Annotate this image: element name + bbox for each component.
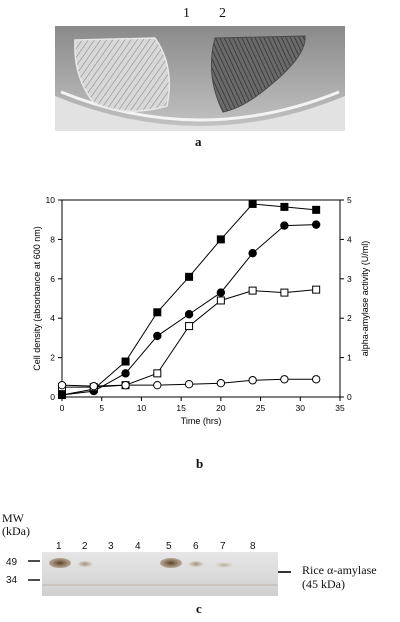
data-point: [280, 375, 289, 384]
y2-tick-label: 4: [347, 234, 352, 244]
agar-plate-photo: [55, 26, 345, 131]
growth-chart: 0 5 10 15 20 25 30 35 0 2 4 6 8 10 0 1 2 3 4 5 Time (hrs)…: [32, 195, 370, 426]
series-open-circle: [57, 375, 321, 391]
band-annotation: Rice α-amylase (45 kDa): [302, 563, 377, 591]
data-point: [121, 369, 130, 378]
y2-axis-title: alpha-amylase activity (U/ml): [360, 241, 370, 357]
data-point: [153, 308, 162, 317]
y-tick-label: 10: [46, 195, 56, 205]
gel-lane-label-4: 4: [135, 541, 141, 552]
x-tick-label: 5: [99, 403, 104, 413]
data-point: [248, 199, 257, 208]
y-tick-label: 8: [50, 234, 55, 244]
x-tick-label: 10: [137, 403, 147, 413]
data-point: [216, 288, 226, 297]
series-line: [62, 289, 317, 388]
series-open-square: [58, 285, 321, 392]
y-axis-title: Cell density (absorbance at 600 nm): [32, 226, 42, 371]
y2-tick-label: 3: [347, 274, 352, 284]
gel-lane-label-7: 7: [220, 541, 226, 552]
western-blot-image: [28, 552, 278, 596]
gel-band-lane-6: [189, 561, 203, 567]
data-point: [89, 381, 98, 391]
y-tick-label: 0: [50, 392, 55, 402]
data-point: [153, 331, 162, 341]
data-point: [216, 379, 226, 388]
mw-unit: (kDa): [2, 524, 30, 538]
data-point: [184, 310, 194, 319]
gel-lane-label-1: 1: [56, 541, 62, 552]
y2-tick-label: 5: [347, 195, 352, 205]
data-point: [312, 205, 321, 214]
gel-lane-label-6: 6: [193, 541, 199, 552]
data-point: [121, 357, 130, 366]
plate-lane-label-2: 2: [219, 6, 226, 21]
series-filled-circle: [57, 220, 321, 400]
mw-header: MW (kDa): [2, 512, 30, 538]
y2-tick-label: 2: [347, 313, 352, 323]
data-point: [311, 220, 321, 229]
x-tick-label: 0: [60, 403, 65, 413]
y-tick-label: 4: [50, 313, 55, 323]
data-point: [248, 286, 257, 295]
band-pointer-line: [278, 571, 291, 573]
gel-band-lane-1: [49, 558, 71, 568]
y2-tick-label: 1: [347, 353, 352, 363]
data-point: [311, 375, 321, 384]
data-point: [312, 285, 321, 294]
y-tick-label: 2: [50, 353, 55, 363]
gel-lane-label-8: 8: [250, 541, 256, 552]
x-axis-title: Time (hrs): [181, 416, 222, 426]
series-line: [61, 224, 317, 396]
data-point: [57, 390, 67, 400]
panel-c-caption: c: [196, 601, 202, 616]
x-tick-label: 20: [216, 403, 226, 413]
colony-streak-1: [74, 37, 170, 112]
series-filled-square: [58, 199, 321, 400]
gel-lane-label-5: 5: [166, 541, 172, 552]
colony-streak-2: [210, 35, 306, 113]
data-point: [280, 221, 289, 230]
gel-lane-label-3: 3: [108, 541, 114, 552]
x-tick-label: 35: [335, 403, 345, 413]
gel-band-lane-7: [216, 562, 232, 568]
mw-marker-34: 34: [6, 575, 18, 586]
y2-tick-label: 0: [347, 392, 352, 402]
mw-label: MW: [2, 511, 24, 525]
gel-band-lane-2: [78, 561, 92, 567]
data-point: [280, 288, 289, 297]
plot-frame: [61, 199, 341, 398]
data-point: [121, 380, 130, 390]
series-line: [61, 203, 317, 396]
panel-a-caption: a: [195, 134, 202, 149]
data-point: [184, 379, 194, 389]
data-point: [216, 235, 225, 244]
data-point: [153, 380, 162, 390]
data-point: [248, 376, 257, 385]
data-point: [185, 322, 194, 331]
gel-band-lane-5: [160, 558, 182, 568]
x-tick-label: 25: [256, 403, 266, 413]
x-tick-label: 30: [296, 403, 306, 413]
data-point: [248, 248, 257, 258]
data-point: [185, 272, 194, 281]
y-tick-label: 6: [50, 274, 55, 284]
data-point: [280, 202, 289, 211]
plate-lane-label-1: 1: [183, 6, 190, 21]
panel-b-caption: b: [196, 456, 204, 471]
band-annotation-name: Rice α-amylase: [302, 563, 377, 577]
x-tick-label: 15: [176, 403, 186, 413]
data-point: [57, 380, 67, 390]
data-point: [153, 369, 162, 378]
mw-marker-49: 49: [6, 557, 18, 568]
gel-lane-label-2: 2: [82, 541, 88, 552]
data-point: [216, 296, 225, 305]
band-annotation-size: (45 kDa): [302, 577, 345, 591]
